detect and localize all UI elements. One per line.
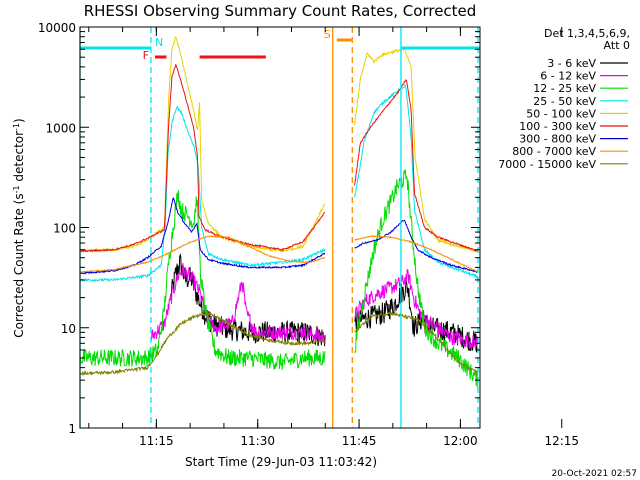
y-tick-label: 100 (53, 222, 76, 236)
y-axis-label: Corrected Count Rate (s-1 detector-1) (12, 118, 27, 337)
x-axis-label: Start Time (29-Jun-03 11:03:42) (185, 455, 377, 469)
legend-entry-label: 50 - 100 keV (526, 107, 596, 120)
y-axis-label-part: Corrected Count Rate (s (12, 193, 26, 337)
x-tick-label: 12:00 (443, 434, 478, 448)
y-tick-label: 10 (61, 322, 76, 336)
legend-entry-label: 7000 - 15000 keV (498, 158, 596, 171)
flag-label: N (155, 36, 163, 49)
series-line (79, 169, 479, 389)
y-axis-label-part: -1 (12, 185, 21, 193)
series-line (79, 197, 479, 275)
y-axis-label-part: detector (12, 131, 26, 186)
series-line (79, 84, 479, 283)
flag-label: F (143, 49, 149, 62)
legend-entry-label: 12 - 25 keV (533, 82, 596, 95)
x-tick-label: 11:30 (240, 434, 275, 448)
legend-entry-label: 100 - 300 keV (519, 120, 596, 133)
x-tick-label: 11:15 (139, 434, 174, 448)
legend-entry-label: 6 - 12 keV (540, 70, 596, 83)
legend-entry-label: 25 - 50 keV (533, 95, 596, 108)
series-line (150, 263, 479, 350)
legend-header: Att 0 (604, 39, 630, 52)
legend-entry-label: 800 - 7000 keV (512, 145, 596, 158)
y-tick-label: 10000 (38, 21, 76, 35)
y-tick-label: 1000 (45, 121, 76, 135)
y-axis-label-part: ) (12, 118, 26, 123)
series-line (79, 310, 479, 377)
x-tick-label: 11:45 (342, 434, 377, 448)
x-tick-label: 12:15 (544, 434, 579, 448)
chart-title: RHESSI Observing Summary Count Rates, Co… (84, 2, 477, 20)
legend-header: Det 1,3,4,5,6,9, (544, 27, 630, 40)
flag-label: S (324, 28, 331, 41)
series-line (79, 63, 479, 253)
axes: 1 10 100 1000 10000 11:15 11:30 11:45 12:00 12:15… (38, 21, 579, 448)
y-axis-label-part: -1 (12, 123, 21, 131)
legend-entry-label: 3 - 6 keV (547, 57, 596, 70)
timestamp: 20-Oct-2021 02:57 (552, 469, 637, 479)
legend-entry-label: 300 - 800 keV (519, 133, 596, 146)
series-line (79, 234, 478, 274)
series-layer (79, 36, 479, 389)
y-tick-label: 1 (68, 422, 76, 436)
